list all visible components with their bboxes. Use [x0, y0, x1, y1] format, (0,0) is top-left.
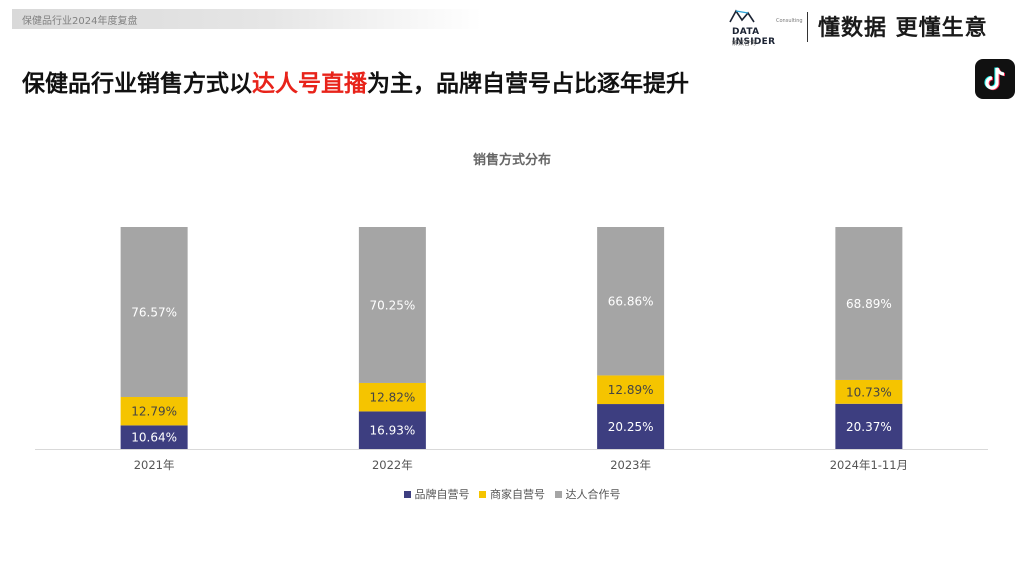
chart-title: 销售方式分布: [472, 153, 551, 168]
data-label-0-1: 16.93%: [369, 424, 415, 438]
data-label-0-2: 20.25%: [608, 420, 654, 434]
x-tick-label-2: 2023年: [610, 458, 651, 472]
x-tick-label-1: 2022年: [372, 458, 413, 472]
data-label-2-3: 68.89%: [846, 297, 892, 311]
legend-label: 品牌自营号: [414, 488, 470, 501]
bar-segment-1-3: [835, 379, 903, 404]
bar-segment-2-0: [120, 227, 188, 397]
logo-subtitle: 解数咨询: [732, 40, 757, 47]
brand-divider: [807, 12, 808, 42]
legend-label: 达人合作号: [565, 488, 621, 501]
data-label-2-0: 76.57%: [131, 305, 177, 319]
data-label-2-2: 66.86%: [608, 295, 654, 309]
legend-item-influencer: 达人合作号: [554, 486, 621, 502]
bar-segment-1-2: [597, 375, 665, 405]
bar-segment-0-2: [597, 404, 665, 449]
bar-segment-2-3: [835, 227, 903, 380]
legend-swatch-brand: [403, 491, 411, 498]
page-title-prefix: 保健品行业销售方式以: [22, 71, 252, 97]
logo-consulting-text: Consulting: [776, 18, 803, 24]
legend-swatch-influencer: [554, 491, 562, 498]
page-title: 保健品行业销售方式以达人号直播为主，品牌自营号占比逐年提升: [22, 64, 689, 98]
bar-segment-2-2: [597, 227, 665, 376]
bar-segment-1-1: [358, 382, 426, 412]
data-label-1-2: 12.89%: [608, 383, 654, 397]
legend-label: 商家自营号: [490, 488, 545, 501]
tiktok-icon: [975, 59, 1015, 99]
data-label-0-0: 10.64%: [131, 431, 177, 445]
data-label-1-1: 12.82%: [369, 391, 415, 405]
bar-segment-1-0: [120, 396, 188, 426]
chart-legend: 品牌自营号 商家自营号 达人合作号: [0, 486, 1024, 502]
bar-segment-0-0: [120, 425, 188, 449]
data-label-1-3: 10.73%: [846, 385, 892, 399]
data-label-1-0: 12.79%: [131, 405, 177, 419]
legend-swatch-merchant: [479, 491, 486, 498]
brand-slogan: 懂数据 更懂生意: [818, 16, 988, 41]
legend-item-brand: 品牌自营号: [403, 486, 470, 502]
bar-segment-0-3: [835, 403, 903, 449]
page-title-suffix: 为主，品牌自营号占比逐年提升: [367, 71, 689, 97]
header-breadcrumb-bar: 保健品行业2024年度复盘: [12, 9, 482, 29]
brand-logo: Consulting DATA INSIDER 解数咨询: [726, 8, 806, 47]
data-label-2-1: 70.25%: [369, 298, 415, 312]
bar-segment-2-1: [358, 227, 426, 383]
x-tick-label-0: 2021年: [134, 458, 175, 472]
data-insider-logo-icon: [729, 9, 755, 23]
legend-item-merchant: 商家自营号: [479, 486, 545, 502]
data-label-0-3: 20.37%: [846, 420, 892, 434]
bar-segment-0-1: [358, 411, 426, 449]
x-tick-label-3: 2024年1-11月: [830, 458, 908, 472]
breadcrumb: 保健品行业2024年度复盘: [22, 16, 138, 27]
page-title-highlight: 达人号直播: [252, 71, 367, 97]
logo-name: DATA INSIDER: [732, 27, 776, 47]
